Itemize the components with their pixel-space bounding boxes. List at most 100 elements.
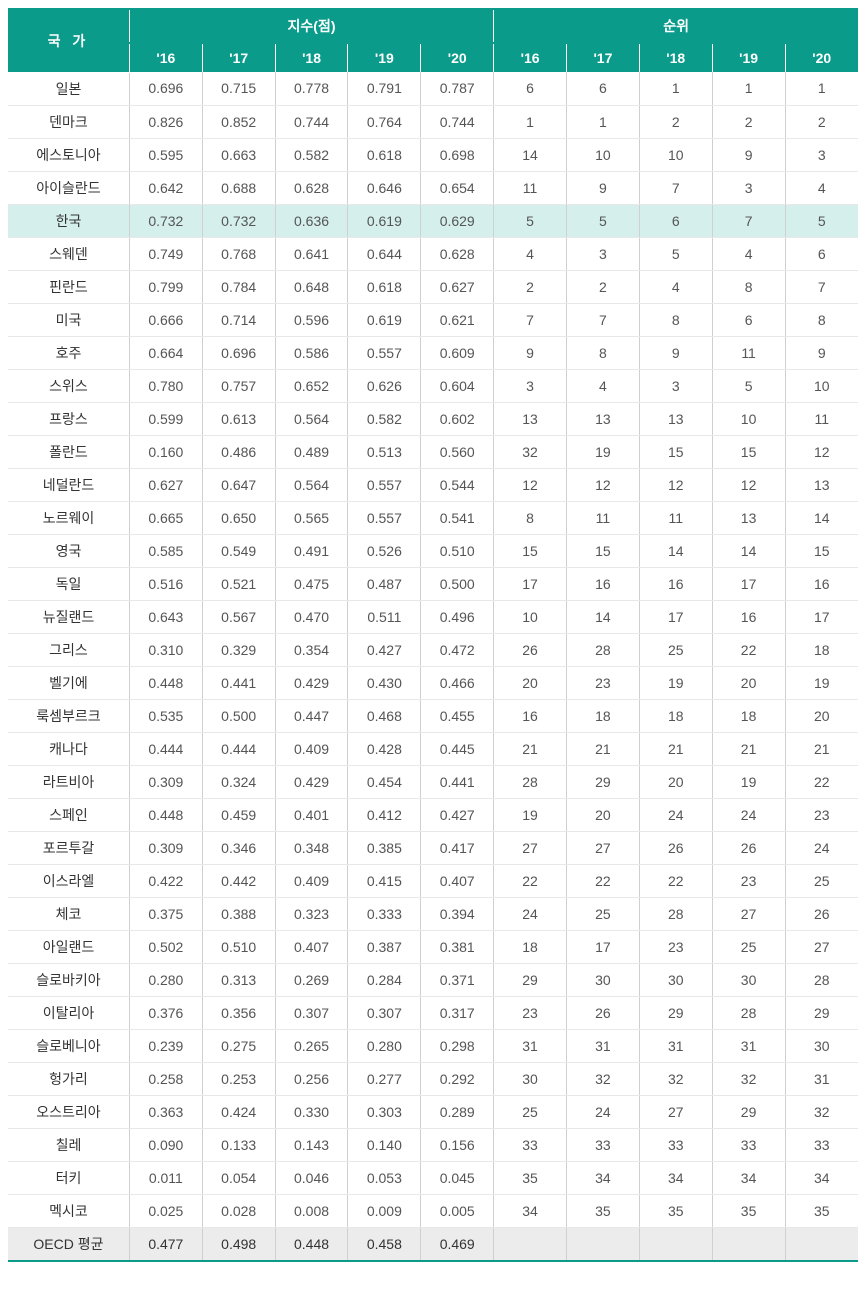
- cell-index: 0.323: [275, 897, 348, 930]
- cell-index: 0.749: [129, 237, 202, 270]
- cell-rank: 35: [566, 1194, 639, 1227]
- cell-rank: 23: [712, 864, 785, 897]
- cell-rank: 25: [785, 864, 858, 897]
- cell-index: 0.582: [275, 138, 348, 171]
- cell-index: 0.253: [202, 1062, 275, 1095]
- cell-index: 0.448: [129, 666, 202, 699]
- cell-index: 0.309: [129, 831, 202, 864]
- cell-country: 오스트리아: [8, 1095, 129, 1128]
- cell-rank: 17: [639, 600, 712, 633]
- cell-index: 0.005: [421, 1194, 494, 1227]
- cell-rank: 22: [712, 633, 785, 666]
- cell-rank: 9: [566, 171, 639, 204]
- cell-rank: 5: [566, 204, 639, 237]
- cell-rank: [494, 1227, 567, 1261]
- cell-index: 0.310: [129, 633, 202, 666]
- cell-rank: 27: [566, 831, 639, 864]
- table-row: 일본0.6960.7150.7780.7910.78766111: [8, 72, 858, 105]
- cell-index: 0.313: [202, 963, 275, 996]
- header-years-row: '16 '17 '18 '19 '20 '16 '17 '18 '19 '20: [8, 43, 858, 72]
- cell-index: 0.619: [348, 303, 421, 336]
- cell-country: 아이슬란드: [8, 171, 129, 204]
- table-row: 영국0.5850.5490.4910.5260.5101515141415: [8, 534, 858, 567]
- cell-index: 0.429: [275, 765, 348, 798]
- cell-rank: 12: [494, 468, 567, 501]
- cell-rank: 32: [639, 1062, 712, 1095]
- cell-country: 칠레: [8, 1128, 129, 1161]
- table-row: 룩셈부르크0.5350.5000.4470.4680.4551618181820: [8, 699, 858, 732]
- cell-rank: 19: [785, 666, 858, 699]
- cell-rank: 2: [494, 270, 567, 303]
- cell-index: 0.466: [421, 666, 494, 699]
- cell-rank: 25: [494, 1095, 567, 1128]
- cell-index: 0.510: [202, 930, 275, 963]
- cell-country: 캐나다: [8, 732, 129, 765]
- cell-rank: 26: [712, 831, 785, 864]
- table-row: 포르투갈0.3090.3460.3480.3850.4172727262624: [8, 831, 858, 864]
- cell-rank: 4: [566, 369, 639, 402]
- cell-index: 0.618: [348, 270, 421, 303]
- cell-index: 0.258: [129, 1062, 202, 1095]
- cell-rank: 35: [494, 1161, 567, 1194]
- cell-rank: 24: [494, 897, 567, 930]
- cell-index: 0.599: [129, 402, 202, 435]
- cell-index: 0.363: [129, 1095, 202, 1128]
- cell-rank: 33: [639, 1128, 712, 1161]
- cell-index: 0.156: [421, 1128, 494, 1161]
- table-row: 덴마크0.8260.8520.7440.7640.74411222: [8, 105, 858, 138]
- cell-rank: 17: [712, 567, 785, 600]
- cell-index: 0.663: [202, 138, 275, 171]
- table-row: 슬로바키아0.2800.3130.2690.2840.3712930303028: [8, 963, 858, 996]
- cell-country: OECD 평균: [8, 1227, 129, 1261]
- cell-index: 0.647: [202, 468, 275, 501]
- cell-rank: 11: [494, 171, 567, 204]
- cell-rank: 13: [494, 402, 567, 435]
- cell-rank: 27: [712, 897, 785, 930]
- cell-index: 0.564: [275, 402, 348, 435]
- cell-rank: 29: [494, 963, 567, 996]
- cell-index: 0.441: [421, 765, 494, 798]
- cell-rank: 20: [785, 699, 858, 732]
- cell-country: 그리스: [8, 633, 129, 666]
- cell-index: 0.401: [275, 798, 348, 831]
- cell-rank: 16: [712, 600, 785, 633]
- cell-index: 0.768: [202, 237, 275, 270]
- cell-rank: 17: [566, 930, 639, 963]
- cell-index: 0.780: [129, 369, 202, 402]
- cell-rank: 26: [566, 996, 639, 1029]
- cell-index: 0.469: [421, 1227, 494, 1261]
- cell-rank: 28: [494, 765, 567, 798]
- cell-rank: 24: [785, 831, 858, 864]
- cell-index: 0.307: [275, 996, 348, 1029]
- cell-rank: 18: [494, 930, 567, 963]
- cell-index: 0.648: [275, 270, 348, 303]
- table-row: 핀란드0.7990.7840.6480.6180.62722487: [8, 270, 858, 303]
- cell-rank: 30: [494, 1062, 567, 1095]
- cell-rank: 14: [566, 600, 639, 633]
- cell-index: 0.280: [348, 1029, 421, 1062]
- cell-index: 0.477: [129, 1227, 202, 1261]
- cell-index: 0.582: [348, 402, 421, 435]
- header-rank-group: 순위: [494, 9, 858, 43]
- cell-index: 0.511: [348, 600, 421, 633]
- cell-rank: 14: [712, 534, 785, 567]
- cell-index: 0.427: [421, 798, 494, 831]
- cell-rank: 15: [494, 534, 567, 567]
- cell-index: 0.046: [275, 1161, 348, 1194]
- cell-index: 0.028: [202, 1194, 275, 1227]
- cell-rank: 25: [712, 930, 785, 963]
- cell-rank: 18: [785, 633, 858, 666]
- cell-rank: 4: [785, 171, 858, 204]
- cell-index: 0.298: [421, 1029, 494, 1062]
- cell-index: 0.642: [129, 171, 202, 204]
- cell-index: 0.619: [348, 204, 421, 237]
- cell-index: 0.646: [348, 171, 421, 204]
- cell-rank: 5: [712, 369, 785, 402]
- table-row: 라트비아0.3090.3240.4290.4540.4412829201922: [8, 765, 858, 798]
- cell-index: 0.698: [421, 138, 494, 171]
- cell-country: 뉴질랜드: [8, 600, 129, 633]
- cell-rank: 26: [785, 897, 858, 930]
- cell-rank: 34: [785, 1161, 858, 1194]
- cell-country: 노르웨이: [8, 501, 129, 534]
- cell-rank: 27: [785, 930, 858, 963]
